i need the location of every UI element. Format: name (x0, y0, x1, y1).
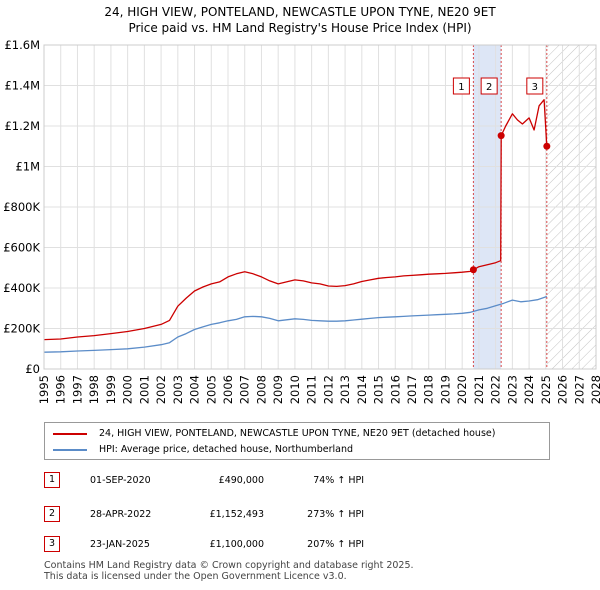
transaction-badge: 2 (44, 506, 60, 522)
x-tick-label: 2028 (589, 375, 600, 404)
transaction-badge-label: 3 (532, 82, 538, 93)
transaction-point (469, 266, 477, 274)
transaction-badge-label: 1 (458, 82, 464, 93)
y-tick-label: £1M (15, 160, 40, 174)
x-tick-label: 1998 (87, 375, 101, 404)
legend-swatch-hpi (53, 449, 87, 451)
x-tick-label: 2007 (238, 375, 252, 404)
footer-copyright: Contains HM Land Registry data © Crown c… (44, 560, 414, 571)
legend-swatch-property (53, 433, 87, 435)
x-tick-label: 2026 (556, 375, 570, 404)
transaction-date: 01-SEP-2020 (90, 475, 151, 486)
chart-subtitle: Price paid vs. HM Land Registry's House … (128, 21, 472, 35)
x-tick-label: 2012 (321, 375, 335, 404)
chart-title: 24, HIGH VIEW, PONTELAND, NEWCASTLE UPON… (104, 5, 496, 19)
x-tick-label: 2018 (422, 375, 436, 404)
transaction-badge-label: 2 (486, 82, 492, 93)
y-tick-label: £400K (3, 281, 40, 295)
x-tick-label: 2001 (137, 375, 151, 404)
transaction-point (497, 132, 505, 140)
x-tick-label: 2006 (221, 375, 235, 404)
x-tick-label: 2013 (338, 375, 352, 404)
x-tick-label: 2022 (489, 375, 503, 404)
x-tick-label: 2005 (204, 375, 218, 404)
y-tick-label: £1.4M (4, 79, 40, 93)
transaction-row: 1 01-SEP-2020 £490,000 74% ↑ HPI (44, 472, 564, 490)
x-tick-label: 2014 (355, 375, 369, 404)
x-tick-label: 2015 (372, 375, 386, 404)
transaction-badge-box (480, 77, 498, 95)
x-tick-label: 2023 (505, 375, 519, 404)
price-chart: 1 2 3 £0 £200K £400K £600K £800K £1M £1.2M £1.4M £… (3, 38, 600, 404)
transaction-row: 3 23-JAN-2025 £1,100,000 207% ↑ HPI (44, 536, 564, 554)
x-tick-label: 2002 (154, 375, 168, 404)
transaction-badge: 1 (44, 472, 60, 488)
y-tick-label: £200K (3, 322, 40, 336)
transaction-price: £1,152,493 (209, 509, 264, 520)
x-tick-label: 2027 (572, 375, 586, 404)
chart-legend: 24, HIGH VIEW, PONTELAND, NEWCASTLE UPON… (44, 422, 550, 460)
y-tick-label: £1.6M (4, 38, 40, 52)
transaction-row: 2 28-APR-2022 £1,152,493 273% ↑ HPI (44, 506, 564, 524)
transaction-hpi-change: 207% ↑ HPI (307, 539, 364, 550)
x-tick-label: 2021 (472, 375, 486, 404)
footer-notice: Contains HM Land Registry data © Crown c… (44, 560, 414, 582)
transaction-hpi-change: 74% ↑ HPI (313, 475, 364, 486)
transaction-badge: 3 (44, 536, 60, 552)
x-tick-label: 2016 (388, 375, 402, 404)
x-tick-label: 2019 (438, 375, 452, 404)
y-tick-label: £0 (25, 362, 40, 376)
x-tick-label: 2025 (539, 375, 553, 404)
series-line-hpi (44, 295, 548, 353)
x-tick-label: 1995 (37, 375, 51, 404)
chart-title-block: 24, HIGH VIEW, PONTELAND, NEWCASTLE UPON… (0, 4, 600, 36)
transaction-point (543, 142, 551, 150)
transaction-badge-box (526, 77, 544, 95)
x-tick-label: 2009 (271, 375, 285, 404)
x-tick-label: 2024 (522, 375, 536, 404)
transaction-hpi-change: 273% ↑ HPI (307, 509, 364, 520)
x-tick-label: 1996 (54, 375, 68, 404)
x-tick-label: 2000 (121, 375, 135, 404)
x-tick-label: 2004 (188, 375, 202, 404)
x-tick-label: 1999 (104, 375, 118, 404)
legend-label-hpi: HPI: Average price, detached house, Nort… (99, 444, 353, 455)
transaction-date: 23-JAN-2025 (90, 539, 150, 550)
x-tick-label: 2008 (254, 375, 268, 404)
transaction-date: 28-APR-2022 (90, 509, 152, 520)
transaction-price: £1,100,000 (209, 539, 264, 550)
x-tick-label: 1997 (70, 375, 84, 404)
y-tick-label: £800K (3, 200, 40, 214)
y-tick-label: £600K (3, 241, 40, 255)
plot-frame (43, 44, 597, 370)
x-tick-label: 2003 (171, 375, 185, 404)
footer-licence: This data is licensed under the Open Gov… (44, 571, 347, 582)
transaction-price: £490,000 (218, 475, 264, 486)
transaction-badge-box (452, 77, 470, 95)
legend-label-property: 24, HIGH VIEW, PONTELAND, NEWCASTLE UPON… (99, 428, 496, 439)
x-tick-label: 2020 (455, 375, 469, 404)
x-tick-label: 2017 (405, 375, 419, 404)
x-tick-label: 2011 (305, 375, 319, 404)
x-tick-label: 2010 (288, 375, 302, 404)
y-tick-label: £1.2M (4, 119, 40, 133)
